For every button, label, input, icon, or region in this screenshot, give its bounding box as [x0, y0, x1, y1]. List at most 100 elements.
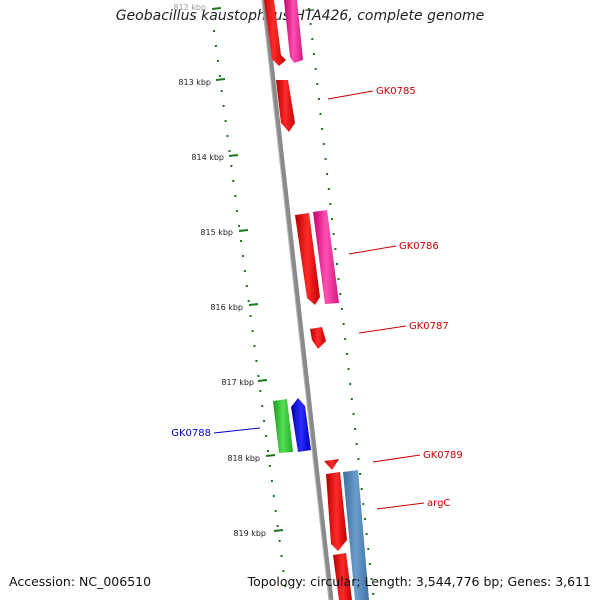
minor-tick-inner [332, 233, 335, 235]
gene-arrow-gk0785[interactable] [276, 80, 295, 132]
minor-tick-outer [247, 300, 250, 302]
leader-gk0789 [372, 454, 421, 463]
minor-tick-outer [214, 45, 217, 47]
kbp-label-817: 817 kbp [221, 378, 254, 387]
gene-arrow-gk0787[interactable] [310, 327, 326, 349]
kbp-tick-814 [228, 154, 239, 157]
minor-tick-outer [240, 240, 242, 242]
minor-tick-outer [276, 525, 279, 527]
minor-tick-inner [372, 593, 375, 595]
gene-arrow-gk0789[interactable] [324, 459, 339, 470]
minor-tick-inner [354, 428, 357, 430]
gene-arrow-gk0788-blue[interactable] [291, 398, 311, 452]
gene-arrow-top-red[interactable] [261, 0, 286, 66]
kbp-label-813: 813 kbp [178, 78, 211, 87]
kbp-tick-816 [248, 303, 259, 306]
leader-argc [376, 502, 425, 510]
leader-gk0786 [348, 245, 397, 255]
gene-arrow-top-magenta[interactable] [284, 0, 303, 63]
minor-tick-outer [274, 510, 277, 512]
minor-tick-inner [344, 338, 347, 340]
minor-tick-outer [259, 390, 262, 392]
minor-tick-outer [267, 450, 269, 452]
minor-tick-inner [355, 443, 358, 445]
minor-tick-inner [347, 368, 350, 370]
minor-tick-outer [232, 180, 235, 182]
gene-arrow-bottom-red[interactable] [333, 553, 352, 600]
minor-tick-outer [261, 405, 264, 407]
minor-tick-inner [329, 203, 332, 205]
minor-tick-outer [243, 270, 246, 272]
minor-tick-outer [257, 375, 260, 377]
minor-tick-inner [359, 473, 362, 475]
minor-tick-outer [228, 150, 231, 152]
gene-arrow-gk0786-red[interactable] [295, 213, 320, 305]
minor-tick-inner [340, 308, 343, 310]
gene-label-gk0786[interactable]: GK0786 [399, 241, 439, 252]
genome-backbone-highlight [261, 0, 330, 600]
minor-tick-outer [253, 345, 256, 347]
minor-tick-inner [350, 398, 353, 400]
minor-tick-outer [224, 120, 227, 122]
minor-tick-inner [326, 173, 329, 175]
inner-tick-track [308, 8, 375, 595]
kbp-tick-812 [211, 7, 222, 10]
minor-tick-inner [370, 578, 373, 580]
minor-tick-inner [360, 488, 363, 490]
kbp-label-812: 812 kbp [173, 3, 206, 12]
gene-label-gk0787[interactable]: GK0787 [409, 321, 449, 332]
minor-tick-inner [368, 563, 371, 565]
minor-tick-inner [314, 68, 317, 70]
gene-label-gk0788[interactable]: GK0788 [171, 428, 211, 439]
minor-tick-outer [270, 480, 273, 482]
minor-tick-outer [222, 105, 225, 107]
leader-gk0785 [327, 90, 374, 100]
minor-tick-outer [265, 435, 268, 437]
minor-tick-outer [238, 225, 241, 227]
kbp-label-816: 816 kbp [210, 303, 243, 312]
minor-tick-inner [308, 8, 310, 10]
minor-tick-outer [213, 30, 215, 32]
minor-tick-inner [324, 158, 327, 160]
minor-tick-inner [322, 143, 325, 145]
gene-arrow-argc-red[interactable] [326, 472, 347, 551]
minor-tick-inner [342, 323, 345, 325]
minor-tick-inner [312, 53, 315, 55]
minor-tick-outer [251, 330, 254, 332]
gene-arrow-argc-steelblue[interactable] [343, 470, 369, 600]
minor-tick-outer [218, 75, 221, 77]
minor-tick-inner [316, 83, 319, 85]
gene-arrow-gk0788-green[interactable] [273, 399, 293, 453]
minor-tick-outer [263, 420, 266, 422]
minor-tick-outer [268, 465, 271, 467]
kbp-label-818: 818 kbp [227, 454, 260, 463]
kbp-label-814: 814 kbp [191, 153, 224, 162]
gene-arrow-gk0786-magenta[interactable] [313, 210, 339, 304]
minor-tick-outer [226, 135, 229, 137]
minor-tick-inner [321, 128, 324, 130]
outer-tick-track [213, 30, 287, 587]
kbp-scale: 812 kbp 813 kbp 814 kbp 815 kbp 816 kbp … [173, 3, 284, 538]
minor-tick-outer [236, 210, 239, 212]
minor-tick-outer [245, 285, 248, 287]
minor-tick-outer [241, 255, 244, 257]
minor-tick-outer [216, 60, 219, 62]
minor-tick-inner [365, 533, 368, 535]
gene-label-gk0785[interactable]: GK0785 [376, 86, 416, 97]
kbp-tick-817 [257, 379, 268, 382]
leader-gk0787 [358, 325, 407, 334]
gene-label-argc[interactable]: argC [427, 498, 450, 509]
genome-title: Geobacillus kaustophilus HTA426, complet… [115, 8, 485, 24]
minor-tick-inner [362, 503, 365, 505]
minor-tick-outer [284, 585, 287, 587]
minor-tick-inner [367, 548, 370, 550]
genome-summary-text: Topology: circular; Length: 3,544,776 bp… [247, 574, 591, 589]
minor-tick-inner [327, 188, 330, 190]
minor-tick-outer [234, 195, 237, 197]
kbp-tick-815 [238, 229, 249, 232]
minor-tick-outer [249, 315, 252, 317]
gene-label-gk0789[interactable]: GK0789 [423, 450, 463, 461]
minor-tick-inner [357, 458, 360, 460]
kbp-tick-818 [265, 454, 276, 457]
